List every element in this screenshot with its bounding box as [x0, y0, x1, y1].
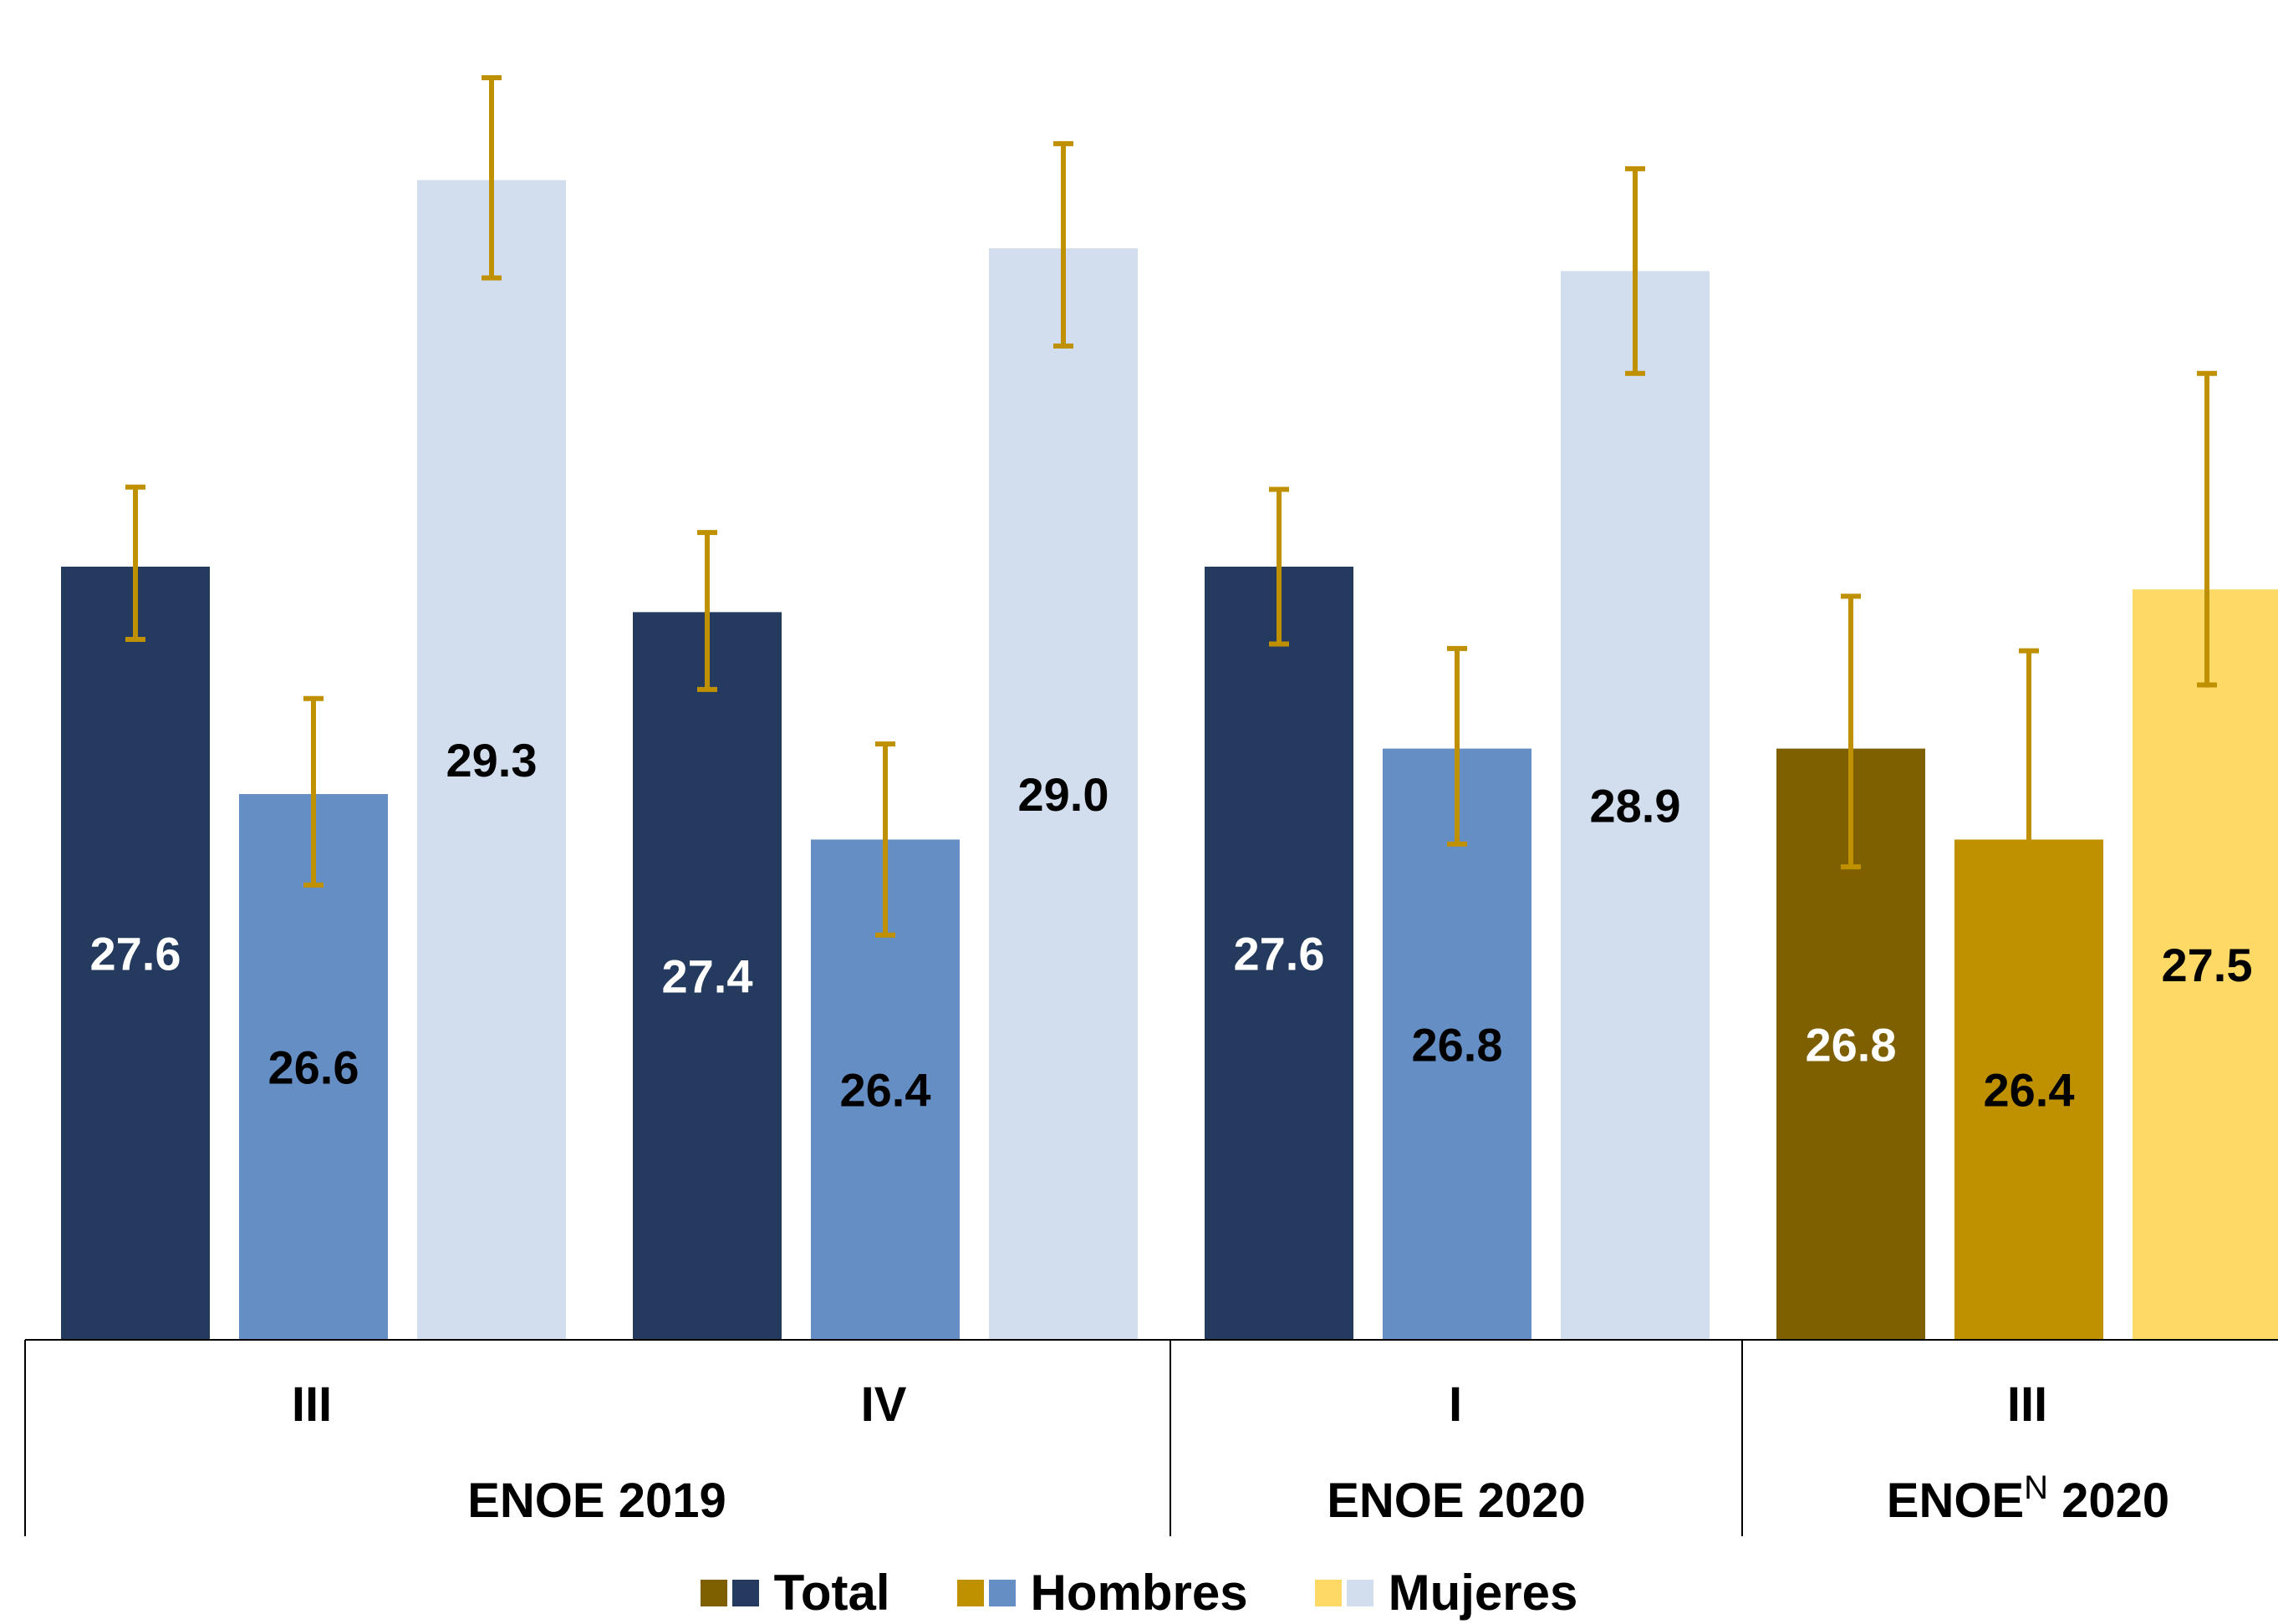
legend-swatch-hombres-enoen — [956, 1579, 984, 1606]
group-label: ENOE 2020 — [1327, 1474, 1586, 1528]
bar-value-labels: 27.6 26.6 29.3 27.4 26.4 29.0 27.6 26.8 28.9 26.8… — [90, 734, 2253, 1117]
error-bars-layer — [125, 75, 2217, 960]
bar-total-2 — [633, 612, 782, 1340]
error-bar-hombres-2 — [875, 741, 895, 938]
error-bar-mujeres-3 — [1625, 165, 1645, 376]
bar-value-label: 26.8 — [1412, 1018, 1503, 1071]
bar-value-label: 26.4 — [1984, 1064, 2075, 1117]
bar-value-label: 27.6 — [1234, 927, 1325, 980]
group-label: ENOE 2019 — [467, 1474, 726, 1528]
error-bar-mujeres-2 — [1053, 140, 1073, 349]
legend-swatch-mujeres-enoe — [1346, 1579, 1373, 1606]
bar-mujeres-2 — [989, 248, 1138, 1340]
bar-value-label: 28.9 — [1590, 780, 1681, 832]
legend-swatch-total-enoe — [731, 1579, 759, 1606]
legend-item-hombres: Hombres — [956, 1564, 1248, 1621]
bar-mujeres-4 — [2133, 589, 2278, 1340]
bar-value-label: 29.0 — [1018, 768, 1109, 821]
error-bar-hombres-4 — [2019, 648, 2039, 960]
legend-swatch-total-enoen — [700, 1579, 727, 1606]
bar-total-1 — [61, 566, 210, 1340]
legend-label-total: Total — [773, 1565, 890, 1621]
legend-label-hombres: Hombres — [1030, 1565, 1248, 1621]
legend-label-mujeres: Mujeres — [1388, 1565, 1578, 1621]
bar-hombres-3 — [1383, 748, 1531, 1340]
quarter-label: III — [292, 1377, 332, 1432]
bar-value-label: 26.6 — [268, 1041, 359, 1094]
error-bar-hombres-3 — [1447, 645, 1467, 847]
error-bar-total-4 — [1841, 593, 1861, 870]
legend-swatch-mujeres-enoen — [1314, 1579, 1342, 1606]
bar-value-label: 26.4 — [840, 1064, 931, 1117]
error-bar-total-3 — [1269, 486, 1289, 647]
error-bar-mujeres-1 — [482, 75, 502, 281]
quarter-label: I — [1449, 1377, 1462, 1432]
bar-mujeres-1 — [417, 180, 566, 1341]
legend-item-mujeres: Mujeres — [1314, 1564, 1578, 1621]
legend-swatch-hombres-enoe — [988, 1579, 1016, 1606]
legend: Total Hombres Mujeres — [0, 1561, 2278, 1624]
bar-total-3 — [1205, 566, 1353, 1340]
bar-value-label: 27.4 — [662, 950, 753, 1003]
bar-value-label: 27.6 — [90, 927, 181, 980]
error-bar-hombres-1 — [303, 695, 324, 888]
bars-layer — [61, 180, 2278, 1341]
bar-value-label: 26.8 — [1806, 1018, 1897, 1071]
quarter-label: III — [2007, 1377, 2047, 1432]
bar-mujeres-3 — [1561, 271, 1710, 1340]
group-label: ENOEN 2020 — [1887, 1469, 2169, 1528]
error-bar-mujeres-4 — [2197, 370, 2217, 688]
error-bar-total-1 — [125, 484, 145, 643]
bar-value-label: 29.3 — [446, 734, 538, 787]
bar-value-label: 27.5 — [2162, 939, 2253, 991]
quarter-label: IV — [861, 1377, 907, 1432]
legend-item-total: Total — [700, 1564, 890, 1621]
error-bar-total-2 — [697, 530, 717, 692]
